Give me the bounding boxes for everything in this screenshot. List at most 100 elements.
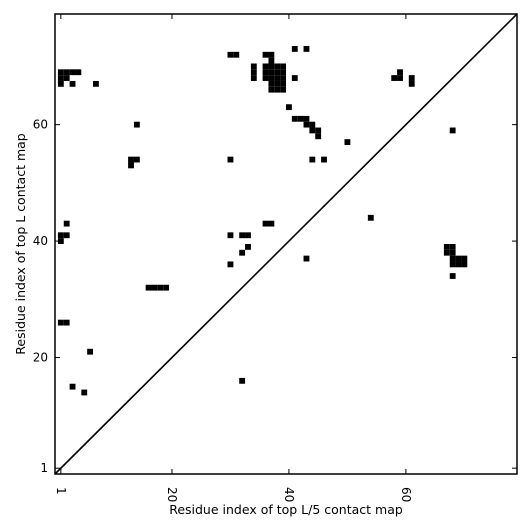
contact-cell-top-l: [250, 63, 257, 70]
contact-cell-top-l: [408, 80, 415, 87]
contact-cell-top-l: [63, 75, 70, 81]
contact-cell-top-l: [69, 80, 76, 87]
contact-cell-top-l: [268, 86, 275, 93]
contact-cell-top-l: [286, 104, 292, 111]
contact-cell-top-l: [280, 69, 286, 76]
contact-cell-top-l: [57, 75, 64, 81]
contact-cell-top-l: [449, 249, 456, 256]
y-tick-label: 1: [40, 461, 48, 475]
contact-cell-top-l: [227, 156, 234, 163]
contact-cell-top-l: [461, 255, 468, 262]
contact-cell-top-l: [449, 273, 456, 279]
contact-cell-top-l: [128, 156, 134, 163]
contact-cell-top-l: [449, 261, 456, 268]
contact-cell-top-l: [408, 75, 415, 81]
contact-cell-top-l: [367, 214, 374, 221]
contact-cell-top-l5: [87, 348, 94, 355]
y-tick-label: 20: [33, 351, 48, 365]
contact-cell-top-l: [233, 51, 240, 58]
contact-cell-top-l: [315, 127, 322, 134]
contact-cell-top-l: [239, 232, 246, 239]
contact-cell-top-l: [163, 284, 170, 291]
contact-cell-top-l: [133, 121, 140, 128]
contact-cell-top-l: [262, 220, 269, 227]
y-tick-label: 60: [33, 118, 48, 132]
contact-cell-top-l: [309, 127, 316, 134]
contact-cell-top-l: [268, 51, 275, 58]
contact-cell-top-l: [133, 156, 140, 163]
contact-cell-top-l: [321, 156, 327, 163]
contact-cell-top-l: [397, 75, 403, 81]
contact-cell-top-l: [69, 69, 76, 76]
contact-cell-top-l: [303, 46, 310, 52]
contact-cell-top-l: [291, 46, 298, 52]
contact-cell-top-l: [309, 121, 316, 128]
contact-cell-top-l: [280, 75, 286, 81]
contact-cell-top-l: [93, 80, 99, 87]
contact-cell-top-l: [75, 69, 82, 76]
contact-cell-top-l: [57, 69, 64, 76]
contact-cell-top-l5: [239, 377, 246, 384]
contact-cell-top-l: [57, 80, 64, 87]
diagonal-line: [54, 13, 518, 475]
contact-cell-top-l: [63, 220, 70, 227]
contact-cell-top-l: [303, 255, 310, 262]
contact-cell-top-l: [227, 261, 234, 268]
contact-cell-top-l: [291, 75, 298, 81]
contact-cell-top-l: [291, 115, 298, 122]
contact-cell-top-l: [280, 80, 286, 87]
contact-cell-top-l: [303, 115, 310, 122]
contact-cell-top-l: [245, 244, 251, 250]
y-axis-label: Residue index of top L contact map: [13, 133, 28, 354]
plot-frame: [54, 13, 518, 475]
contact-cell-top-l: [449, 255, 456, 262]
contact-cell-top-l: [274, 80, 281, 87]
contact-cell-top-l: [461, 261, 468, 268]
contact-cell-top-l: [443, 249, 450, 256]
x-tick-label: 20: [165, 487, 179, 502]
contact-cell-top-l: [63, 319, 70, 326]
contact-cell-top-l: [250, 69, 257, 76]
contact-cell-top-l: [63, 232, 70, 239]
x-axis-ticks: 1 20 40 60: [54, 14, 413, 502]
x-axis-label: Residue index of top L/5 contact map: [169, 502, 403, 517]
contact-cell-top-l: [274, 63, 281, 70]
x-tick-label: 60: [399, 487, 413, 502]
contact-cell-top-l: [315, 133, 322, 140]
contact-cell-top-l: [397, 69, 403, 76]
y-axis-ticks: 1 20 40 60: [33, 118, 517, 475]
contact-cell-top-l5: [81, 389, 88, 396]
contact-cells: [57, 46, 468, 396]
contact-cell-top-l: [63, 69, 70, 76]
contact-cell-top-l: [280, 63, 286, 70]
contact-cell-top-l5: [69, 383, 76, 390]
contact-cell-top-l: [455, 261, 462, 268]
contact-cell-top-l: [262, 51, 269, 58]
contact-cell-top-l: [268, 63, 275, 70]
contact-cell-top-l: [455, 255, 462, 262]
contact-cell-top-l: [227, 232, 234, 239]
contact-cell-top-l: [391, 75, 398, 81]
contact-cell-top-l: [274, 86, 281, 93]
x-tick-label: 1: [54, 487, 68, 495]
contact-cell-top-l: [245, 232, 251, 239]
contact-cell-top-l: [303, 121, 310, 128]
contact-cell-top-l: [262, 69, 269, 76]
contact-cell-top-l: [274, 75, 281, 81]
contact-cell-top-l: [239, 249, 246, 256]
contact-cell-top-l: [268, 220, 275, 227]
contact-cell-top-l: [151, 284, 158, 291]
contact-cell-top-l: [443, 244, 450, 250]
contact-cell-top-l: [449, 244, 456, 250]
contact-cell-top-l: [268, 69, 275, 76]
contact-cell-top-l: [268, 75, 275, 81]
x-tick-label: 40: [282, 487, 296, 502]
contact-cell-top-l: [262, 75, 269, 81]
contact-cell-top-l: [128, 162, 134, 169]
contact-cell-top-l: [280, 86, 286, 93]
contact-cell-top-l: [57, 238, 64, 244]
contact-cell-top-l: [268, 80, 275, 87]
contact-cell-top-l: [145, 284, 152, 291]
contact-cell-top-l: [57, 319, 64, 326]
